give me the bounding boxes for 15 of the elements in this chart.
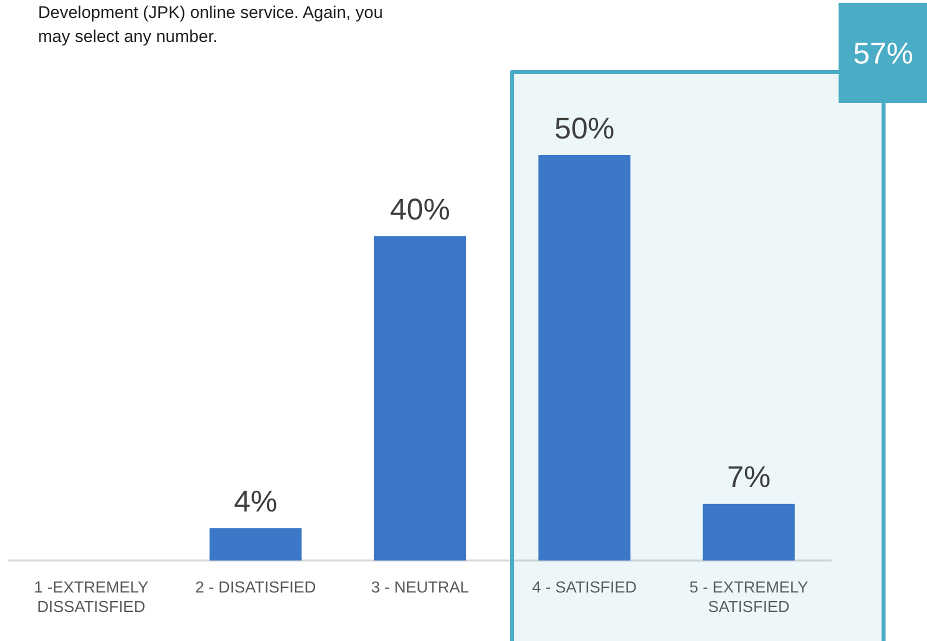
x-tick-label: 3 - NEUTRAL	[371, 580, 469, 597]
data-label: 40%	[390, 193, 450, 226]
data-label: 50%	[554, 112, 614, 146]
band-label: 57%	[853, 37, 914, 70]
data-label: 4%	[234, 485, 278, 518]
bar	[210, 528, 302, 561]
chart-title: Development (JPK) online service. Again, you may select any number.	[38, 2, 384, 48]
bar	[538, 155, 630, 561]
x-tick-label: 1 -EXTREMELY DISSATISFIED	[34, 580, 149, 616]
x-tick-label: 4 - SATISFIED	[532, 580, 637, 597]
x-tick-label: 5 - EXTREMELY SATISFIED	[689, 580, 809, 616]
data-label: 7%	[727, 461, 770, 494]
x-tick-label: 2 - DISATISFIED	[195, 580, 316, 597]
bar	[374, 236, 466, 561]
bar	[702, 504, 795, 561]
